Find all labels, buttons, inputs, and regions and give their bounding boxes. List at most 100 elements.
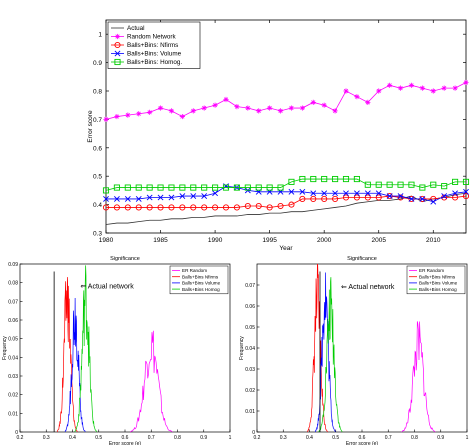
legend-marker	[114, 41, 121, 49]
x-tick-label: 0.6	[359, 435, 366, 441]
chart-title: Significance	[347, 256, 377, 262]
legend-label: ER Random	[419, 268, 444, 273]
data-point	[179, 184, 186, 191]
legend-label: Balls+Bins Volume	[419, 281, 458, 286]
data-point	[463, 79, 469, 86]
y-tick-label: 0.6	[93, 145, 102, 152]
data-point	[376, 88, 382, 94]
y-tick-label: 0.03	[245, 367, 255, 373]
y-axis-label: Frequency	[2, 336, 8, 360]
y-tick-label: 0.7	[93, 117, 102, 124]
series-3	[103, 183, 469, 205]
data-point	[310, 175, 317, 183]
distribution-line	[318, 277, 343, 433]
data-point	[201, 184, 208, 191]
data-point	[168, 108, 175, 114]
data-point	[386, 181, 393, 188]
legend-label: ER Random	[182, 268, 207, 273]
data-point	[310, 99, 316, 105]
data-point	[113, 204, 120, 211]
data-point	[397, 193, 404, 199]
data-point	[321, 195, 328, 202]
data-point	[146, 194, 153, 201]
data-point	[244, 184, 251, 191]
x-tick-label: 0.7	[385, 435, 392, 441]
data-point	[135, 196, 142, 202]
data-point	[103, 116, 109, 122]
data-point	[375, 194, 382, 201]
distribution-1	[306, 263, 328, 433]
data-point	[267, 105, 273, 111]
data-point	[201, 105, 207, 111]
data-point	[452, 190, 459, 197]
data-point	[441, 183, 448, 190]
data-point	[212, 184, 219, 191]
distribution-line	[401, 321, 436, 433]
data-point	[364, 194, 371, 201]
distribution-1	[56, 277, 78, 433]
legend-label: Random Network	[127, 34, 176, 41]
data-point	[430, 198, 437, 205]
y-tick-label: 0.9	[93, 60, 102, 67]
distribution-line	[64, 298, 86, 433]
x-tick-label: 0.6	[122, 435, 129, 441]
x-axis-label: Error score (e)	[109, 441, 142, 445]
data-point	[452, 85, 458, 91]
data-point	[288, 188, 295, 195]
data-point	[113, 184, 120, 191]
annotation-label: ⇐ Actual network	[80, 283, 134, 290]
x-tick-label: 0.8	[411, 435, 418, 441]
data-point	[342, 175, 350, 183]
top-line-chart: 0.3 0.4 0.5 0.6 0.7 0.8 0.9 1 1980 1985 1990 1995 20…	[87, 19, 470, 252]
data-point	[353, 194, 360, 201]
x-tick-label: 2000	[317, 237, 332, 244]
legend-label: Balls+Bins Nfirms	[182, 274, 219, 279]
distribution-2	[314, 272, 336, 433]
x-tick-label: 1	[466, 435, 469, 441]
data-point	[277, 184, 284, 191]
data-point	[430, 181, 437, 188]
data-point	[135, 204, 142, 211]
data-point	[462, 178, 470, 185]
data-point	[135, 184, 142, 191]
data-point	[299, 105, 305, 111]
distribution-2	[64, 298, 86, 433]
data-point	[212, 102, 218, 108]
data-point	[332, 190, 339, 197]
data-point	[168, 184, 175, 191]
x-tick-label: 0.2	[17, 435, 24, 441]
distribution-3	[74, 265, 97, 433]
data-point	[102, 187, 110, 194]
data-point	[124, 196, 131, 202]
data-point	[310, 190, 317, 197]
x-tick-label: 0.4	[306, 435, 313, 441]
data-point	[179, 193, 186, 199]
data-point	[364, 181, 371, 188]
y-tick-label: 0.02	[245, 388, 255, 394]
data-point	[288, 178, 295, 185]
y-tick-label: 0.04	[8, 355, 18, 361]
data-point	[386, 193, 393, 199]
data-point	[408, 196, 415, 202]
data-point	[353, 190, 360, 197]
data-point	[419, 196, 426, 202]
x-tick-label: 0.9	[437, 435, 444, 441]
data-point	[179, 113, 185, 120]
legend-label: Balls+Bins Homog	[419, 287, 457, 292]
data-point	[157, 194, 164, 201]
data-point	[190, 204, 197, 211]
y-tick-label: 0.07	[245, 283, 255, 289]
data-point	[452, 194, 459, 201]
legend-label: Balls+Bins: Homog.	[127, 59, 182, 66]
y-tick-label: 0	[252, 430, 255, 436]
x-axis-label: Year	[279, 245, 293, 252]
x-tick-label: 0.7	[148, 435, 155, 441]
distribution-line	[56, 277, 78, 433]
data-point	[310, 195, 317, 202]
data-point	[342, 194, 350, 201]
data-point	[419, 184, 426, 191]
data-point	[168, 204, 175, 211]
data-point	[157, 105, 164, 111]
data-point	[190, 184, 197, 191]
data-point	[233, 184, 240, 191]
